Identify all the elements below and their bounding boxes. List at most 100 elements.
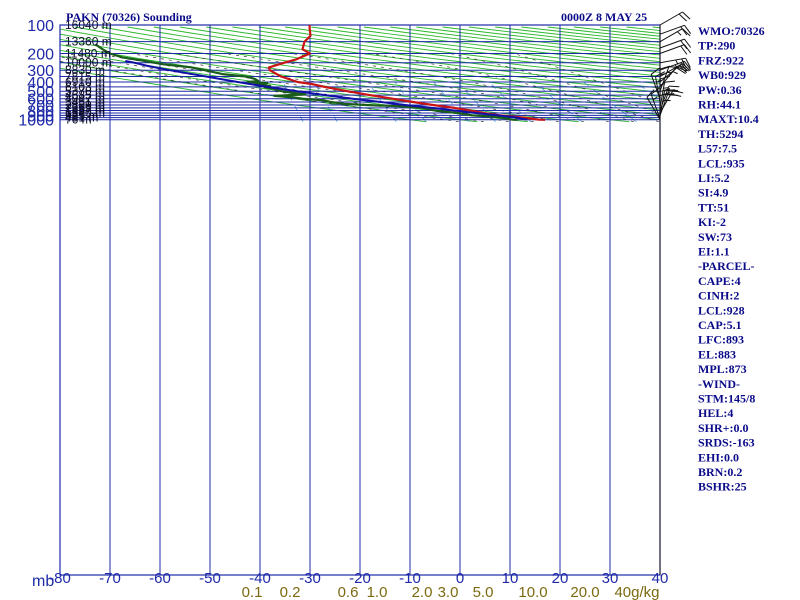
dry-adiabat-line — [258, 26, 660, 77]
mixing-ratio-label: 10.0 — [518, 584, 547, 600]
mixing-ratio-line — [433, 81, 470, 122]
dry-adiabat-line — [337, 26, 660, 66]
mixing-ratio-label: 2.0 — [412, 584, 433, 600]
pressure-tick-label: 300 — [27, 63, 54, 80]
stability-index: CAP:5.1 — [698, 318, 742, 332]
mixing-ratio-label: 1.0 — [367, 584, 388, 600]
moist-adiabat-line — [172, 53, 584, 123]
stability-index: KI:-2 — [698, 215, 726, 229]
pressure-unit-label: mb — [32, 573, 54, 590]
stability-index: BRN:0.2 — [698, 465, 742, 479]
height-level-label: 1857 m — [65, 104, 105, 118]
stability-index: PW:0.36 — [698, 83, 742, 97]
height-level-label: 11480 m — [65, 47, 111, 61]
pressure-tick-label: 100 — [27, 18, 54, 35]
height-level-label: 7815 m — [65, 70, 105, 84]
dry-adiabat-line — [232, 26, 660, 81]
height-level-label: 2889 m — [65, 98, 105, 112]
stability-index: L57:7.5 — [698, 142, 737, 156]
stability-index: SRDS:-163 — [698, 436, 755, 450]
height-level-label: 5370 m — [65, 84, 105, 98]
stability-index: SHR+:0.0 — [698, 421, 749, 435]
temperature-tick-label: 40 — [652, 570, 669, 587]
height-level-label: 8830 m — [65, 63, 105, 77]
pressure-tick-label: 400 — [27, 75, 54, 92]
isobar-isotherm-grid — [59, 24, 661, 576]
stability-index: SI:4.9 — [698, 186, 728, 200]
mixing-ratio-label: 3.0 — [438, 584, 459, 600]
stability-index: TT:51 — [698, 200, 729, 214]
stability-index: STM:145/8 — [698, 392, 755, 406]
dry-adiabat-line — [153, 26, 660, 93]
stability-index: EI:1.1 — [698, 245, 730, 259]
dry-adiabats — [60, 26, 660, 123]
parcel-path — [125, 60, 528, 121]
stability-index: -WIND- — [698, 377, 740, 391]
stability-index: FRZ:922 — [698, 53, 744, 67]
temperature-tick-label: 0 — [456, 570, 464, 587]
height-level-label: 491 m — [65, 111, 98, 125]
stability-index: RH:44.1 — [698, 98, 741, 112]
temperature-tick-label: -20 — [349, 570, 371, 587]
wind-barb — [650, 67, 661, 99]
stability-index: SW:73 — [698, 230, 732, 244]
height-level-label: 3451 m — [65, 95, 105, 109]
stability-index: EL:883 — [698, 347, 736, 361]
mixing-ratio-line — [583, 81, 637, 123]
mixing-ratio-line — [457, 81, 496, 122]
temperature-tick-label: 10 — [502, 570, 519, 587]
mixing-ratio-label: 5.0 — [473, 584, 494, 600]
stability-index: LFC:893 — [698, 333, 744, 347]
height-level-label: 13360 m — [65, 35, 112, 49]
stability-index: HEL:4 — [698, 406, 733, 420]
dewpoint-profile — [94, 43, 518, 121]
mixing-ratio-label: 0.6 — [338, 584, 359, 600]
height-level-label: 4047 m — [65, 92, 105, 106]
height-level-label: 1380 m — [65, 106, 105, 120]
temperature-tick-label: -10 — [399, 570, 421, 587]
pressure-tick-label: 800 — [27, 104, 54, 121]
dry-adiabat-line — [60, 33, 660, 116]
temperature-tick-label: -70 — [99, 570, 121, 587]
stability-index: -PARCEL- — [698, 259, 754, 273]
dry-adiabat-line — [311, 26, 660, 70]
height-level-label: 10000 m — [65, 56, 112, 70]
pressure-tick-label: 600 — [27, 92, 54, 109]
wind-barb — [659, 80, 675, 108]
chart-title: PAKN (70326) Sounding — [66, 10, 192, 24]
stability-index: MPL:873 — [698, 362, 747, 376]
mixing-ratio-label: 20.0 — [570, 584, 599, 600]
height-level-label: 4685 m — [65, 88, 105, 102]
stability-index: LI:5.2 — [698, 171, 730, 185]
mixing-ratio-label: 0.1 — [242, 584, 263, 600]
stability-index: WB0:929 — [698, 68, 746, 82]
pressure-tick-label: 900 — [27, 108, 54, 125]
dry-adiabat-line — [101, 26, 660, 102]
wind-barb — [659, 11, 691, 26]
height-level-label: 76 m — [65, 113, 92, 127]
stability-index: LCL:928 — [698, 303, 745, 317]
mixing-ratio-label: 40g/kg — [614, 584, 659, 600]
temperature-tick-label: -60 — [149, 570, 171, 587]
height-level-label: 16040 m — [65, 18, 112, 32]
wind-barb — [659, 90, 684, 114]
mixing-ratio-label: 0.2 — [280, 584, 301, 600]
wind-barb — [659, 44, 692, 55]
temperature-tick-label: 20 — [552, 570, 569, 587]
temperature-tick-label: -50 — [199, 570, 221, 587]
chart-timestamp: 0000Z 8 MAY 25 — [561, 10, 647, 24]
stability-index: WMO:70326 — [698, 24, 765, 38]
pressure-tick-label: 200 — [27, 47, 54, 64]
wind-barb — [659, 85, 680, 111]
dry-adiabat-line — [127, 26, 660, 97]
wind-barb — [659, 60, 692, 72]
height-level-label: 2359 m — [65, 101, 105, 115]
dry-adiabat-line — [206, 26, 660, 85]
pressure-tick-label: 500 — [27, 84, 54, 101]
moist-adiabats — [60, 53, 660, 123]
dry-adiabat-line — [285, 26, 660, 73]
height-level-label: 6103 m — [65, 80, 105, 94]
wind-barb — [659, 24, 692, 36]
